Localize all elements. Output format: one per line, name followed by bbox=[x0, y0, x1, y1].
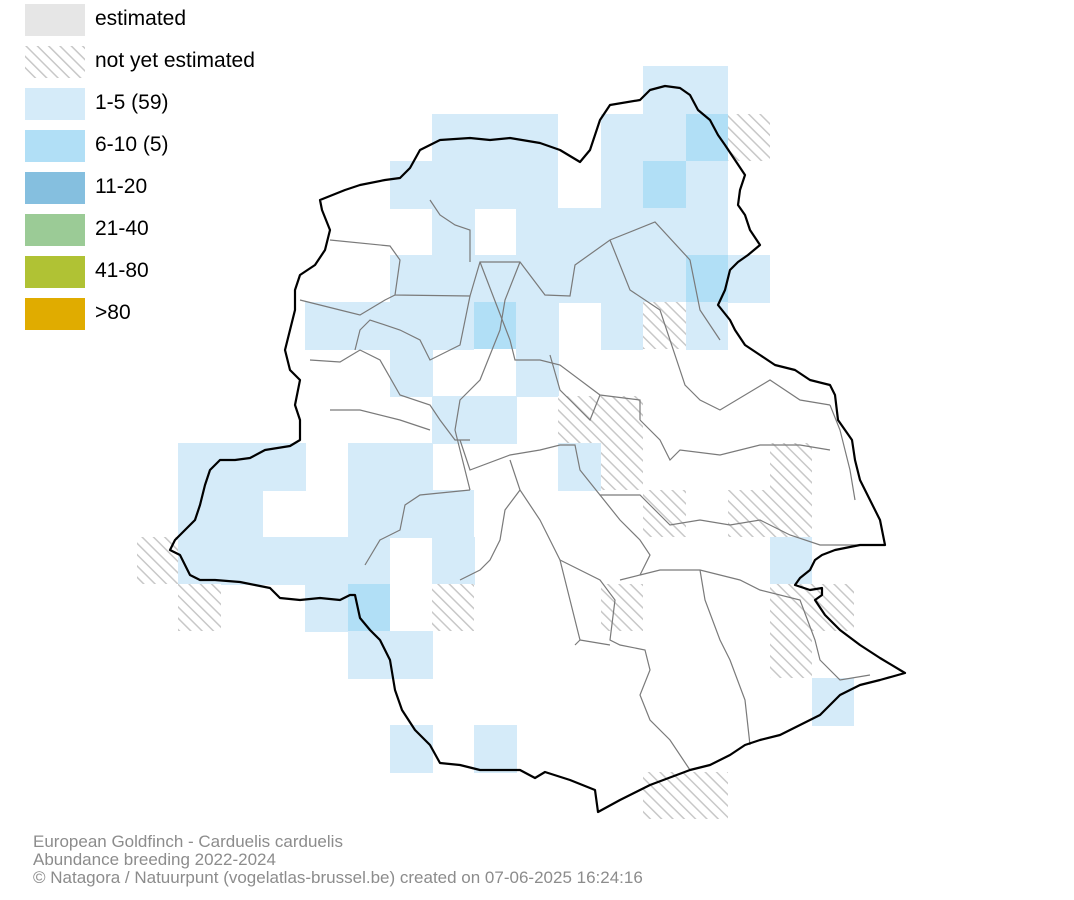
legend-item-2140: 21-40 bbox=[25, 214, 425, 246]
legend-swatch bbox=[25, 256, 85, 288]
legend-label: not yet estimated bbox=[95, 49, 255, 72]
legend-item-15: 1-5 (59) bbox=[25, 88, 425, 120]
grid-squares-6-10 bbox=[348, 114, 728, 631]
credit-line: © Natagora / Natuurpunt (vogelatlas-brus… bbox=[33, 868, 643, 887]
legend-swatch bbox=[25, 130, 85, 162]
brussels-region-boundary bbox=[168, 84, 907, 814]
species-name: European Goldfinch - Carduelis carduelis bbox=[33, 832, 343, 851]
grid-squares-1-5 bbox=[178, 66, 854, 773]
map-footer: European Goldfinch - Carduelis carduelis… bbox=[33, 833, 643, 887]
legend-item-610: 6-10 (5) bbox=[25, 130, 425, 162]
legend-label: 11-20 bbox=[95, 175, 148, 198]
legend-label: >80 bbox=[95, 301, 131, 324]
dataset-name: Abundance breeding 2022-2024 bbox=[33, 850, 276, 869]
legend-label: 6-10 (5) bbox=[95, 133, 169, 156]
legend-label: 1-5 (59) bbox=[95, 91, 169, 114]
legend-swatch bbox=[25, 214, 85, 246]
legend-label: 21-40 bbox=[95, 217, 149, 240]
legend-item-1120: 11-20 bbox=[25, 172, 425, 204]
legend-item-estimated: estimated bbox=[25, 4, 425, 36]
commune-boundaries bbox=[299, 199, 871, 771]
legend-item-4180: 41-80 bbox=[25, 256, 425, 288]
legend-swatch bbox=[25, 88, 85, 120]
legend-item-80: >80 bbox=[25, 298, 425, 330]
legend-swatch bbox=[25, 172, 85, 204]
grid-squares-not-yet-estimated bbox=[137, 114, 854, 819]
legend-swatch bbox=[25, 298, 85, 330]
legend-swatch bbox=[25, 46, 85, 78]
legend-label: estimated bbox=[95, 7, 187, 30]
legend-item-notyetestimated: not yet estimated bbox=[25, 46, 425, 78]
legend-swatch bbox=[25, 4, 85, 36]
legend-label: 41-80 bbox=[95, 259, 149, 282]
